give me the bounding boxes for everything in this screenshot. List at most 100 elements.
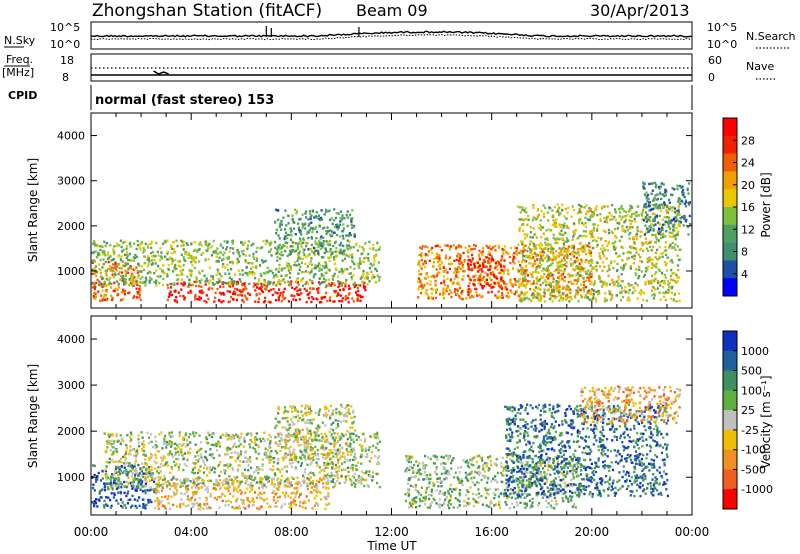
nave-right-label: Nave <box>746 60 774 73</box>
scatter-cell <box>684 205 688 208</box>
scatter-cell <box>114 273 117 277</box>
scatter-cell <box>252 285 255 288</box>
scatter-cell <box>677 197 681 200</box>
scatter-cell <box>356 286 359 290</box>
scatter-cell <box>120 274 123 278</box>
scatter-cell <box>359 299 362 302</box>
scatter-cell <box>190 260 193 264</box>
scatter-cell <box>112 481 115 485</box>
scatter-cell <box>524 286 527 289</box>
scatter-cell <box>255 496 258 499</box>
scatter-cell <box>571 254 575 257</box>
scatter-cell <box>107 260 110 264</box>
scatter-cell <box>228 276 231 279</box>
scatter-cell <box>259 505 262 509</box>
scatter-cell <box>217 299 221 302</box>
scatter-cell <box>360 470 363 473</box>
noise-right-label: N.Search <box>746 30 796 43</box>
scatter-cell <box>238 507 241 510</box>
scatter-cell <box>539 255 543 258</box>
scatter-cell <box>289 276 292 279</box>
scatter-cell <box>546 260 549 263</box>
scatter-cell <box>179 244 183 247</box>
scatter-cell <box>599 257 602 260</box>
scatter-cell <box>539 265 542 268</box>
scatter-cell <box>184 480 187 483</box>
scatter-cell <box>592 235 595 239</box>
scatter-cell <box>515 289 518 293</box>
scatter-cell <box>376 432 379 436</box>
scatter-cell <box>171 477 174 481</box>
scatter-cell <box>312 488 316 492</box>
scatter-cell <box>490 279 493 282</box>
scatter-cell <box>503 265 506 268</box>
scatter-cell <box>162 271 165 275</box>
scatter-cell <box>560 223 564 227</box>
scatter-cell <box>649 258 652 262</box>
scatter-cell <box>564 259 567 262</box>
scatter-cell <box>628 299 631 302</box>
scatter-cell <box>618 222 621 225</box>
scatter-cell <box>329 253 333 257</box>
scatter-cell <box>430 248 433 252</box>
scatter-cell <box>553 296 556 300</box>
scatter-cell <box>651 189 654 192</box>
scatter-cell <box>161 283 165 287</box>
scatter-cell <box>453 259 456 262</box>
scatter-cell <box>163 440 166 443</box>
scatter-cell <box>532 243 535 246</box>
scatter-cell <box>591 260 594 263</box>
scatter-cell <box>139 478 142 481</box>
scatter-cell <box>497 290 500 293</box>
scatter-cell <box>559 260 562 264</box>
scatter-cell <box>313 485 317 488</box>
scatter-cell <box>517 294 520 297</box>
scatter-cell <box>239 460 242 463</box>
scatter-cell <box>126 492 129 495</box>
scatter-cell <box>430 292 434 295</box>
scatter-cell <box>268 461 271 464</box>
scatter-cell <box>318 267 321 270</box>
scatter-cell <box>578 270 581 273</box>
scatter-cell <box>134 256 137 260</box>
scatter-cell <box>358 266 361 270</box>
scatter-cell <box>331 251 335 254</box>
scatter-cell <box>524 244 527 247</box>
scatter-cell <box>197 468 200 471</box>
scatter-cell <box>173 477 176 480</box>
scatter-cell <box>250 475 253 478</box>
scatter-cell <box>566 293 569 297</box>
scatter-cell <box>504 287 507 291</box>
scatter-cell <box>461 298 465 301</box>
scatter-cell <box>536 258 539 261</box>
scatter-cell <box>478 275 481 278</box>
scatter-cell <box>356 249 359 252</box>
scatter-cell <box>449 280 452 283</box>
scatter-cell <box>196 298 199 301</box>
scatter-cell <box>519 293 522 296</box>
scatter-cell <box>669 286 672 289</box>
scatter-cell <box>136 271 140 274</box>
scatter-cell <box>539 246 542 249</box>
scatter-cell <box>618 254 621 258</box>
scatter-cell <box>378 279 381 282</box>
scatter-cell <box>644 202 647 206</box>
scatter-cell <box>553 222 556 225</box>
scatter-cell <box>661 252 664 255</box>
scatter-cell <box>543 291 546 294</box>
scatter-cell <box>269 439 272 443</box>
scatter-cell <box>497 261 500 264</box>
scatter-cell <box>142 475 145 478</box>
scatter-cell <box>288 450 291 453</box>
scatter-cell <box>122 297 125 301</box>
scatter-cell <box>478 249 481 252</box>
scatter-cell <box>665 209 668 212</box>
scatter-cell <box>344 285 347 288</box>
scatter-cell <box>562 292 565 296</box>
scatter-cell <box>490 283 493 286</box>
scatter-cell <box>334 216 337 220</box>
scatter-cell <box>531 219 535 222</box>
scatter-cell <box>595 269 598 273</box>
scatter-cell <box>325 284 328 287</box>
scatter-cell <box>435 275 438 278</box>
